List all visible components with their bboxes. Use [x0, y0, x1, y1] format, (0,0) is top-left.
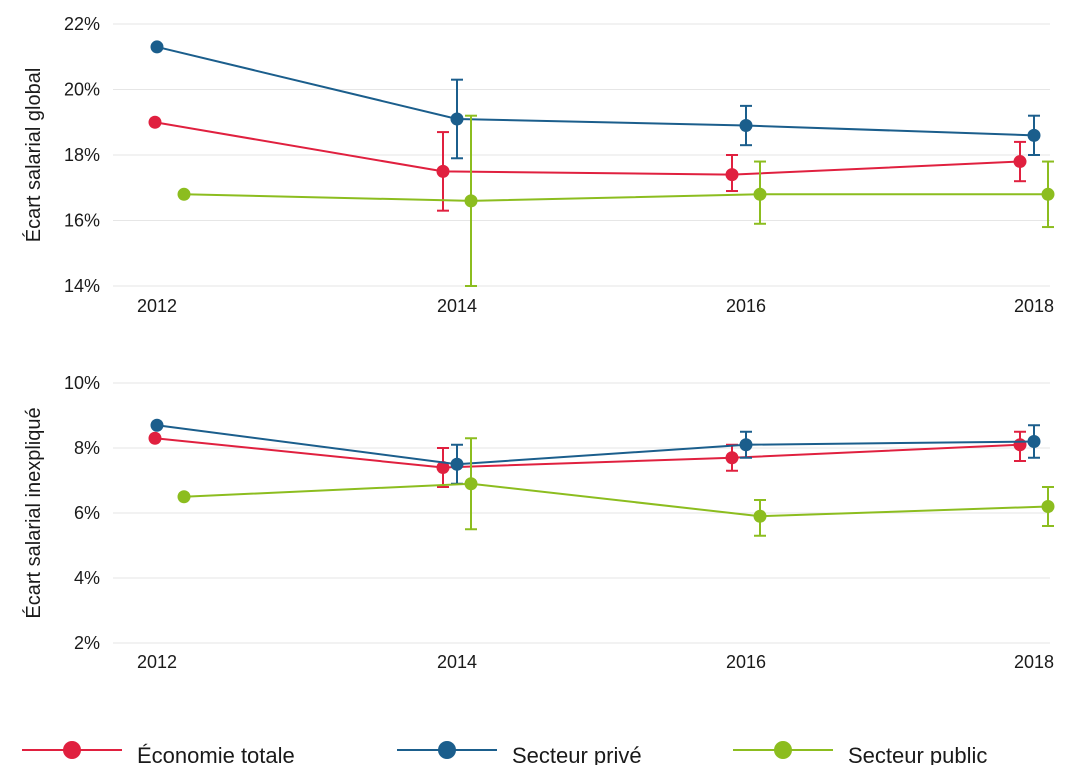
data-point	[739, 438, 753, 452]
x-tick-label: 2012	[137, 652, 177, 672]
series-line	[154, 437, 1021, 469]
legend-marker	[438, 741, 456, 759]
series-line	[183, 482, 1049, 518]
y-tick-label: 6%	[74, 503, 100, 523]
y-tick-label: 18%	[64, 145, 100, 165]
y-tick-label: 16%	[64, 211, 100, 231]
legend-label: Secteur public	[848, 743, 987, 765]
data-point	[148, 431, 162, 445]
data-point	[177, 490, 191, 504]
y-tick-label: 10%	[64, 373, 100, 393]
series-line	[156, 45, 1035, 137]
x-tick-label: 2014	[437, 652, 477, 672]
x-tick-label: 2018	[1014, 296, 1054, 316]
data-point	[1013, 155, 1027, 169]
y-tick-label: 8%	[74, 438, 100, 458]
data-point	[464, 477, 478, 491]
legend-marker	[774, 741, 792, 759]
y-tick-label: 14%	[64, 276, 100, 296]
legend-label: Économie totale	[137, 743, 295, 765]
series-line	[183, 193, 1048, 202]
x-tick-label: 2012	[137, 296, 177, 316]
series-line	[154, 121, 1021, 176]
panel-unexplained-gap: 2% 4% 6% 8% 10% 2012 2014 2016 2018 Écart salaria…	[22, 373, 1055, 672]
data-point	[436, 164, 450, 178]
y-tick-label: 4%	[74, 568, 100, 588]
series-line	[156, 424, 1035, 466]
y-tick-label: 2%	[74, 633, 100, 653]
y-axis-label: Écart salarial inexpliqué	[22, 407, 45, 618]
data-point	[150, 418, 164, 432]
x-tick-label: 2016	[726, 296, 766, 316]
legend-marker	[63, 741, 81, 759]
data-point	[450, 112, 464, 126]
data-point	[450, 457, 464, 471]
data-point	[464, 194, 478, 208]
legend-label: Secteur privé	[512, 743, 642, 765]
y-tick-label: 22%	[64, 14, 100, 34]
data-point	[150, 40, 164, 54]
data-point	[1027, 435, 1041, 448]
data-point	[1027, 128, 1041, 142]
data-point	[148, 115, 162, 129]
data-point	[725, 168, 739, 182]
data-point	[753, 509, 767, 523]
data-point	[177, 187, 191, 201]
data-point	[1041, 500, 1055, 513]
data-point	[753, 187, 767, 201]
x-tick-label: 2018	[1014, 652, 1054, 672]
data-point	[1041, 187, 1055, 201]
y-tick-label: 20%	[64, 80, 100, 100]
data-point	[739, 119, 753, 133]
data-point	[1013, 438, 1027, 452]
y-axis-label: Écart salarial global	[22, 68, 45, 243]
x-tick-label: 2014	[437, 296, 477, 316]
x-tick-label: 2016	[726, 652, 766, 672]
data-point	[725, 451, 739, 465]
data-point	[436, 461, 450, 474]
panel-global-gap: 14% 16% 18% 20% 22% 2012 2014 2016 2018 Écart sal…	[22, 14, 1055, 316]
legend: Économie totale Secteur privé Secteur publ…	[22, 741, 987, 765]
